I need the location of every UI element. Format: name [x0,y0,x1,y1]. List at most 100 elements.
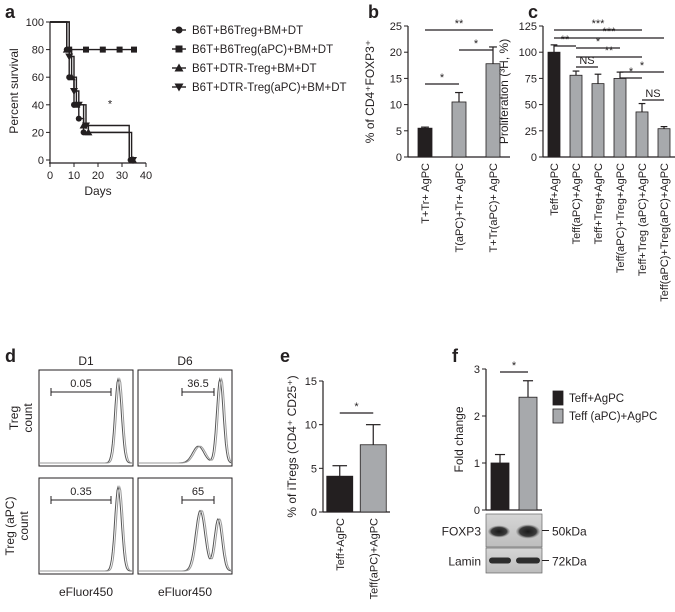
y-tick-label: 20 [390,47,402,59]
survival-curve [50,21,134,161]
y-tick-label: 10 [305,420,317,432]
legend-label: Teff (aPC)+AgPC [569,411,657,423]
legend-label: B6T+B6Treg(aPC)+BM+DT [192,44,333,56]
legend-label: B6T+DTR-Treg+BM+DT [192,63,317,75]
significance-label: ** [455,18,464,30]
legend-marker [175,26,183,34]
x-tick-label: 20 [92,170,104,182]
y-tick-label: 0 [311,507,317,519]
bar [657,128,671,158]
y-tick-label: 60 [32,72,44,84]
panel-labels: a b c d e f [5,2,538,366]
data-point [75,115,82,122]
x-tick-label: 10 [68,170,80,182]
panel-a-survival: 0 20 40 60 80 100 0 10 20 30 40 Days Percent surviva… [7,17,347,198]
x-tick-label: T(aPC)+Tr+ AgPC [454,163,466,253]
legend-label: Teff+AgPC [569,393,624,405]
histogram-trace [138,509,233,572]
significance-label: *** [603,26,617,38]
y-tick-label: 125 [519,21,537,33]
y-tick-label: 5 [311,463,317,475]
survival-curve [50,21,132,161]
blot-band [488,525,510,538]
x-tick-label: Teff(aPC)+AgPC [571,163,583,244]
bar [591,83,605,158]
blot-label: Lamin [448,555,481,569]
significance-label: * [596,36,601,48]
y-tick-label: 2 [474,411,480,423]
y-tick-label: 15 [305,376,317,388]
y-tick-label: 5 [396,126,402,138]
legend-label: B6T+B6Treg+BM+DT [192,25,303,37]
bar [485,63,501,158]
y-axis-label: Percent survival [7,48,21,133]
data-point [116,46,123,53]
x-tick-label: 30 [116,170,128,182]
blot-label: FOXP3 [442,525,482,539]
x-tick-label: 40 [140,170,152,182]
significance-label: ** [561,34,570,46]
x-tick-label: T+Tr+ AgPC [420,163,432,224]
y-axis-label: Fold change [452,406,466,472]
panel-c-bar-chart: 0 25 50 75 100 125 Proliferation (³H, %) Teff+A… [497,18,675,302]
panel-label-a: a [5,2,16,22]
bar [547,51,561,158]
histogram-trace [39,377,134,464]
row-label: Tregcount [7,403,35,433]
y-axis-label: Proliferation (³H, %) [497,39,511,144]
panel-label-f: f [452,346,459,366]
x-tick-label: Teff(aPC)+Treg(aPC)+AgPC [659,163,671,302]
bar [613,78,627,158]
significance-label: NS [645,88,660,100]
blot-band [516,524,540,539]
bar [569,74,583,158]
x-axis-label: eFluor450 [158,585,212,599]
panel-label-e: e [280,346,290,366]
y-axis-label: % of CD4⁺FOXP3⁺ [363,40,377,143]
histogram-trace [39,485,134,572]
gate-value: 0.35 [70,486,91,498]
x-tick-label: T+Tr(aPC)+ AgPC [488,163,500,253]
y-tick-label: 0 [396,152,402,164]
panel-label-c: c [528,2,538,22]
gate-value: 36.5 [187,378,208,390]
y-tick-label: 3 [474,364,480,376]
significance-label: * [474,38,479,50]
panel-b-bar-chart: 0 5 10 15 20 25 % of CD4⁺FOXP3⁺ T+Tr+ AgPC T(aPC… [363,18,510,252]
column-title: D6 [177,354,193,368]
panel-f-western-blot: FOXP3 50kDa Lamin 72kDa [442,513,587,574]
x-tick-label: Teff+AgPC [549,163,561,216]
bar [326,475,354,513]
histogram-trace [138,377,233,464]
data-point [83,46,89,53]
significance-label: * [354,401,359,413]
legend-swatch [552,390,564,406]
y-tick-label: 1 [474,458,480,470]
blot-band [489,557,511,564]
y-tick-label: 100 [519,47,537,59]
x-tick-label: Teff+Treg+AgPC [593,163,605,244]
data-point [80,129,87,136]
blot-band [516,557,540,564]
bar [451,101,467,158]
significance-label: *** [592,18,606,30]
bar [417,127,433,158]
histogram-frame [38,369,134,467]
panel-label-d: d [5,346,16,366]
blot-size-label: 72kDa [552,555,587,569]
legend-swatch [552,408,564,424]
significance-label: * [108,99,113,111]
data-point [65,53,74,61]
gate-value: 65 [192,486,204,498]
gate-value: 0.05 [70,378,91,390]
y-tick-label: 25 [390,21,402,33]
panel-e-bar-chart: 0 5 10 15 % of iTregs (CD4⁺ CD25⁺) Teff+AgPC T… [285,375,390,599]
legend-marker [174,83,184,92]
legend-marker [174,63,184,72]
y-tick-label: 25 [525,126,537,138]
significance-label: ** [605,45,614,57]
blot-size-label: 50kDa [552,525,587,539]
column-title: D1 [78,354,94,368]
x-tick-label: Teff+AgPC [335,518,347,571]
